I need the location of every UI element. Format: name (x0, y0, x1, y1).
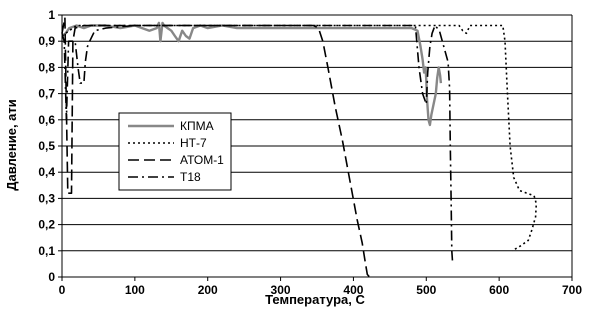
x-tick-label: 100 (125, 283, 145, 297)
x-tick-label: 700 (562, 283, 582, 297)
y-tick-labels: 0 0,1 0,2 0,3 0,4 0,5 0,6 0,7 0,8 0,9 1 (38, 8, 55, 284)
series-line (61, 24, 454, 262)
y-axis-title: Давление, ати (4, 99, 19, 191)
y-tick-label: 0,8 (38, 60, 55, 74)
x-tick-label: 400 (343, 283, 363, 297)
y-tick-label: 0,4 (38, 165, 55, 179)
y-tick-label: 0,5 (38, 139, 55, 153)
legend-label: АТОМ-1 (180, 153, 224, 167)
x-tick-labels: 0 100 200 300 400 500 600 700 (59, 283, 583, 297)
series-line (61, 21, 443, 127)
legend-box (118, 112, 232, 191)
x-tick-label: 200 (198, 283, 218, 297)
x-tick-label: 600 (489, 283, 509, 297)
y-tick-label: 0,7 (38, 87, 55, 101)
y-tick-label: 0 (48, 270, 55, 284)
series-line (61, 24, 538, 252)
legend-label: НТ-7 (180, 136, 207, 150)
legend-label: КПМА (180, 119, 214, 133)
legend-label: Т18 (180, 170, 201, 184)
x-axis-title: Температура, С (265, 292, 365, 307)
y-tick-label: 0,6 (38, 113, 55, 127)
legend: КПМА НТ-7 АТОМ-1 Т18 (118, 112, 232, 191)
y-tick-label: 0,9 (38, 34, 55, 48)
x-tick-label: 300 (271, 283, 291, 297)
series-line (61, 16, 371, 278)
y-tick-label: 0,3 (38, 191, 55, 205)
y-tick-label: 1 (48, 8, 55, 22)
axes (58, 14, 573, 281)
y-tick-label: 0,1 (38, 244, 55, 258)
y-tick-label: 0,2 (38, 218, 55, 232)
series-lines (61, 16, 538, 278)
x-tick-label: 0 (59, 283, 66, 297)
x-tick-label: 500 (416, 283, 436, 297)
